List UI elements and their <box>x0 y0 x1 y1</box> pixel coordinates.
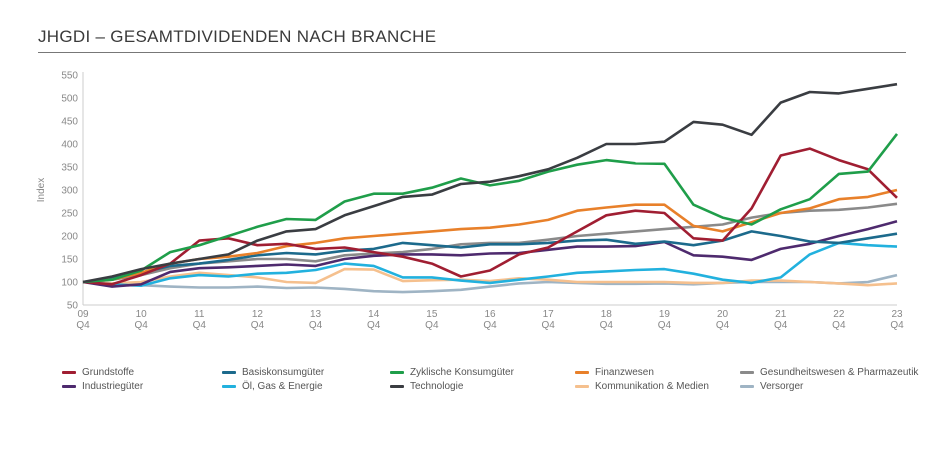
legend-item: Technologie <box>390 381 575 392</box>
x-tick-year: 13 <box>310 309 322 320</box>
x-tick-year: 11 <box>194 309 205 320</box>
y-tick-label: 450 <box>61 117 78 128</box>
y-tick-label: 250 <box>61 209 78 220</box>
line-chart: 5010015020025030035040045050055009Q410Q4… <box>36 71 904 332</box>
x-tick-quarter: Q4 <box>832 320 846 331</box>
legend-label: Finanzwesen <box>595 367 654 378</box>
x-tick-year: 14 <box>368 309 380 320</box>
legend-item: Gesundheitswesen & Pharmazeutik <box>740 367 939 378</box>
legend-swatch <box>390 371 404 374</box>
legend-item: Industriegüter <box>62 381 222 392</box>
legend-label: Zyklische Konsumgüter <box>410 367 514 378</box>
x-tick-quarter: Q4 <box>76 320 90 331</box>
y-tick-label: 550 <box>61 71 78 82</box>
x-tick-quarter: Q4 <box>134 320 148 331</box>
x-tick-year: 22 <box>833 309 845 320</box>
y-tick-label: 150 <box>61 255 78 266</box>
x-tick-quarter: Q4 <box>541 320 555 331</box>
x-tick-year: 21 <box>775 309 787 320</box>
x-tick-year: 20 <box>717 309 729 320</box>
x-tick-quarter: Q4 <box>425 320 439 331</box>
legend-swatch <box>62 385 76 388</box>
x-tick-year: 17 <box>543 309 555 320</box>
legend-label: Basiskonsumgüter <box>242 367 325 378</box>
x-tick-quarter: Q4 <box>193 320 207 331</box>
y-tick-label: 100 <box>61 278 78 289</box>
legend-item: Zyklische Konsumgüter <box>390 367 575 378</box>
x-tick-year: 16 <box>484 309 496 320</box>
legend-item: Versorger <box>740 381 939 392</box>
legend-item: Finanzwesen <box>575 367 740 378</box>
legend-swatch <box>740 371 754 374</box>
chart-title: JHGDI – GESAMTDIVIDENDEN NACH BRANCHE <box>38 27 437 46</box>
x-tick-quarter: Q4 <box>658 320 672 331</box>
legend-swatch <box>222 385 236 388</box>
legend-swatch <box>222 371 236 374</box>
y-tick-label: 50 <box>67 301 79 312</box>
x-tick-quarter: Q4 <box>890 320 904 331</box>
legend-label: Technologie <box>410 381 464 392</box>
series-line--l-gas-energie <box>82 241 898 288</box>
y-tick-label: 300 <box>61 186 78 197</box>
x-tick-year: 19 <box>659 309 671 320</box>
y-tick-label: 350 <box>61 163 78 174</box>
x-tick-quarter: Q4 <box>774 320 788 331</box>
x-tick-year: 09 <box>77 309 89 320</box>
x-tick-year: 12 <box>252 309 264 320</box>
legend-label: Industriegüter <box>82 381 144 392</box>
series-line-technologie <box>82 82 898 284</box>
legend-label: Öl, Gas & Energie <box>242 381 323 392</box>
x-tick-year: 10 <box>136 309 148 320</box>
legend-item: Grundstoffe <box>62 367 222 378</box>
x-tick-quarter: Q4 <box>483 320 497 331</box>
x-tick-quarter: Q4 <box>309 320 323 331</box>
legend-swatch <box>575 371 589 374</box>
y-tick-label: 500 <box>61 94 78 105</box>
legend-item: Öl, Gas & Energie <box>222 381 390 392</box>
y-tick-label: 400 <box>61 140 78 151</box>
legend-label: Gesundheitswesen & Pharmazeutik <box>760 367 919 378</box>
legend-swatch <box>390 385 404 388</box>
legend-swatch <box>62 371 76 374</box>
legend-swatch <box>575 385 589 388</box>
x-tick-year: 23 <box>891 309 903 320</box>
legend-label: Kommunikation & Medien <box>595 381 709 392</box>
series-line-basiskonsumg-ter <box>82 230 898 284</box>
legend: Grundstoffe Basiskonsumgüter Zyklische Kon… <box>62 367 939 392</box>
legend-item: Basiskonsumgüter <box>222 367 390 378</box>
legend-label: Grundstoffe <box>82 367 135 378</box>
legend-swatch <box>740 385 754 388</box>
x-tick-quarter: Q4 <box>716 320 730 331</box>
y-tick-label: 200 <box>61 232 78 243</box>
x-tick-quarter: Q4 <box>251 320 265 331</box>
x-tick-quarter: Q4 <box>600 320 614 331</box>
x-tick-quarter: Q4 <box>367 320 381 331</box>
title-divider <box>38 52 906 53</box>
y-axis-label: Index <box>36 178 47 202</box>
x-tick-year: 15 <box>426 309 438 320</box>
legend-item: Kommunikation & Medien <box>575 381 740 392</box>
x-tick-year: 18 <box>601 309 613 320</box>
series-line-zyklische-konsumg-ter <box>82 133 899 284</box>
series-line-industrieg-ter <box>82 220 898 288</box>
legend-label: Versorger <box>760 381 804 392</box>
